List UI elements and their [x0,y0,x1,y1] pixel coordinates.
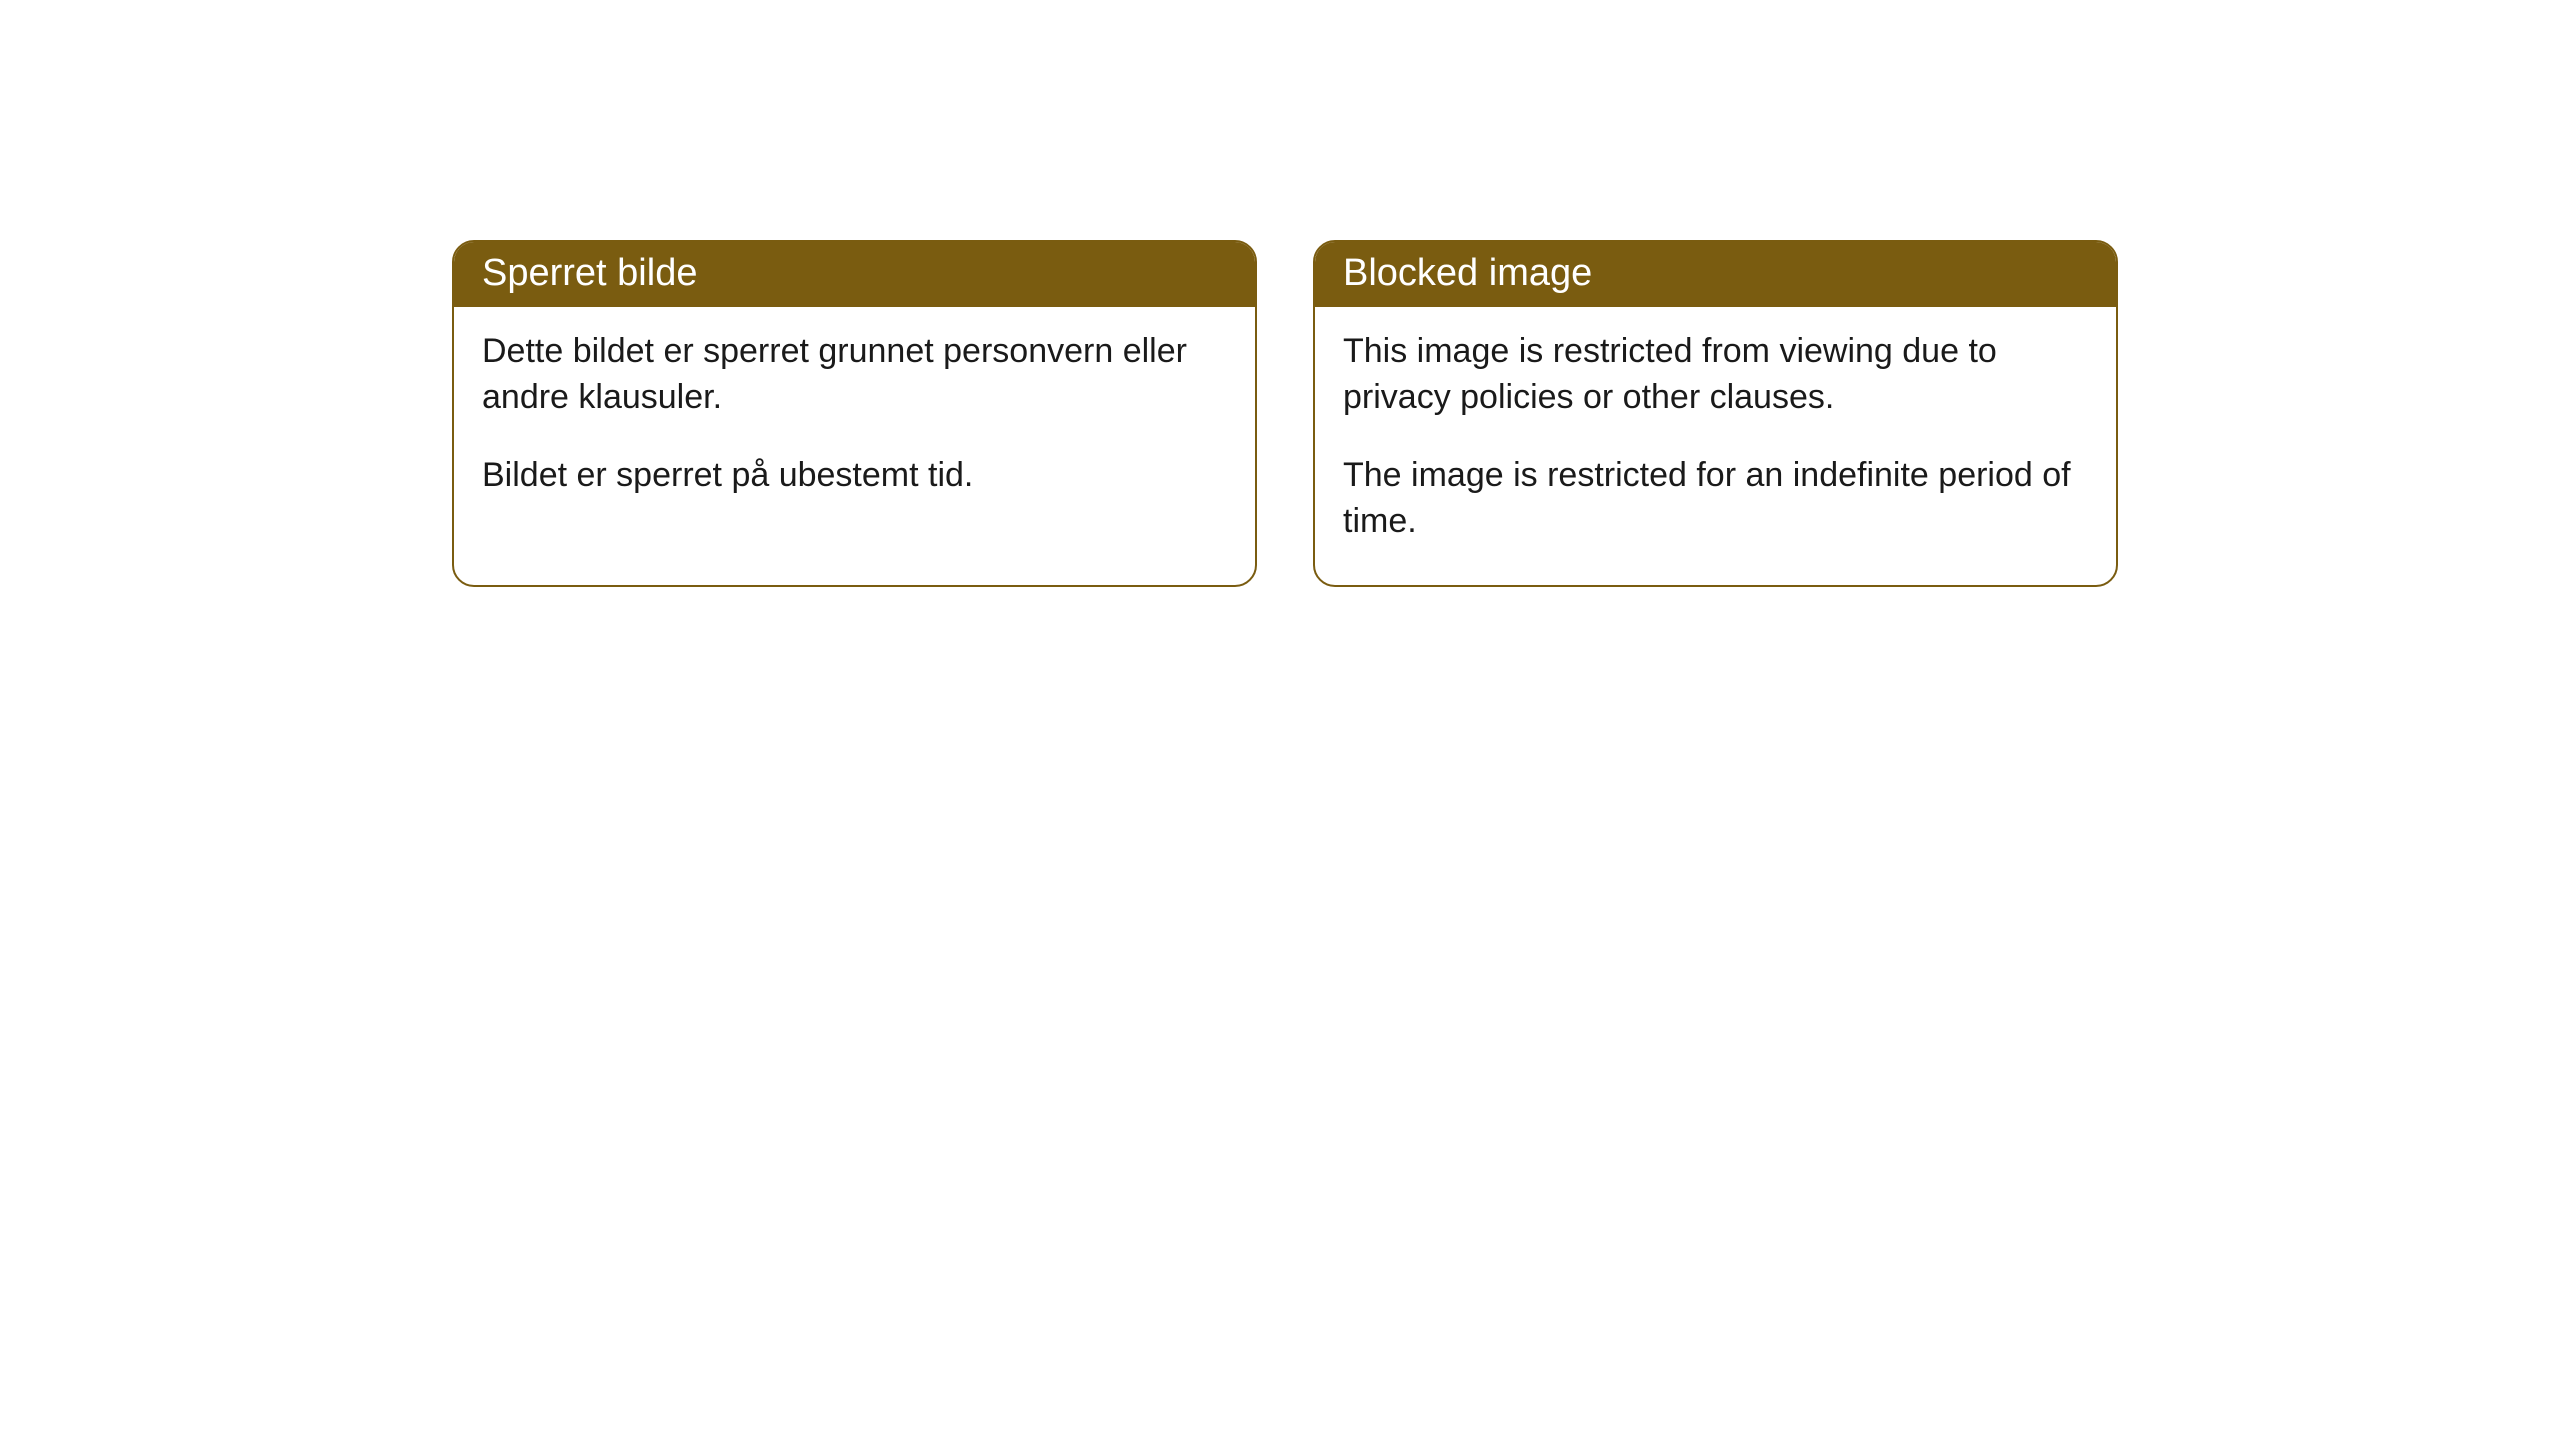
notice-header: Blocked image [1315,242,2116,307]
notice-header: Sperret bilde [454,242,1255,307]
notice-paragraph: The image is restricted for an indefinit… [1343,453,2088,545]
notice-paragraph: This image is restricted from viewing du… [1343,329,2088,421]
notice-body: Dette bildet er sperret grunnet personve… [454,307,1255,539]
notice-title: Blocked image [1343,252,1592,294]
notice-container: Sperret bilde Dette bildet er sperret gr… [452,240,2118,587]
notice-card-norwegian: Sperret bilde Dette bildet er sperret gr… [452,240,1257,587]
notice-title: Sperret bilde [482,252,697,294]
notice-paragraph: Dette bildet er sperret grunnet personve… [482,329,1227,421]
notice-card-english: Blocked image This image is restricted f… [1313,240,2118,587]
notice-body: This image is restricted from viewing du… [1315,307,2116,585]
notice-paragraph: Bildet er sperret på ubestemt tid. [482,453,1227,499]
